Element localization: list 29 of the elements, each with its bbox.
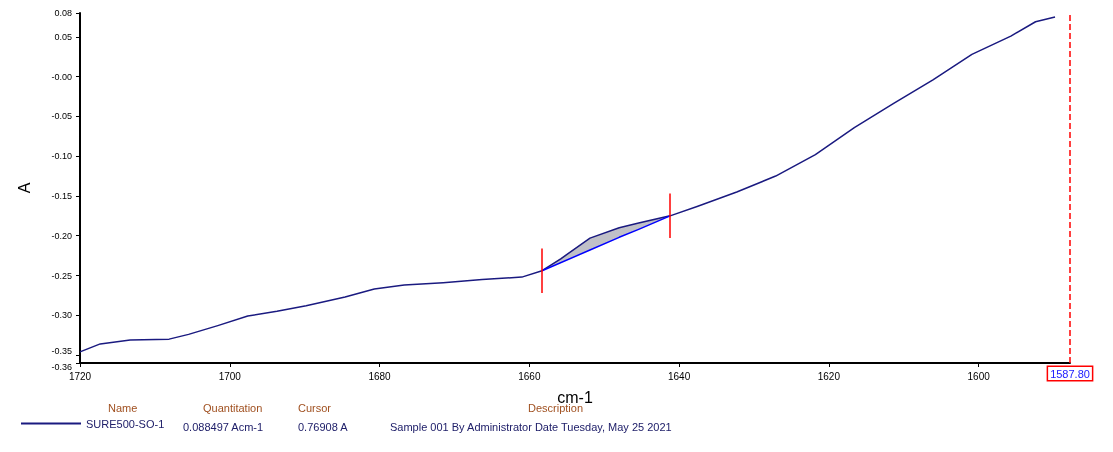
y-tick-label: -0.00 [51, 71, 72, 82]
text: 0.76908 A [298, 420, 349, 433]
text: Cursor [298, 401, 332, 414]
text: Quantitation [203, 401, 263, 414]
y-tick-label: -0.05 [51, 111, 72, 122]
y-tick-label: -0.20 [51, 230, 72, 241]
text: Name [108, 401, 138, 414]
x-tick-label: 1700 [218, 370, 242, 382]
y-tick-label: 0.08 [54, 8, 72, 18]
text: 0.088497 Acm-1 [183, 420, 264, 433]
text: Description [528, 401, 584, 414]
text: SURE500-SO-1 [86, 417, 165, 430]
x-tick-label: 1600 [967, 370, 991, 382]
x-tick-label: 1620 [817, 370, 841, 382]
y-tick-label: -0.35 [51, 346, 72, 357]
ref-line-label: 1587.80 [1050, 367, 1090, 380]
x-tick-label: 1660 [518, 370, 541, 382]
y-tick-label: 0.05 [54, 31, 72, 42]
y-tick-label: -0.25 [51, 270, 72, 281]
x-tick-label: 1680 [368, 370, 392, 382]
x-tick-label: 1720 [68, 370, 92, 382]
y-axis-title: A [15, 182, 33, 194]
line-series [79, 16, 1056, 353]
y-tick-label: -0.15 [51, 190, 72, 201]
text: Sample 001 By Administrator Date Tuesday, May 25 2021 [390, 420, 672, 433]
y-tick-label: -0.30 [51, 310, 72, 321]
y-tick-label: -0.36 [51, 362, 72, 372]
y-tick-label: -0.10 [51, 151, 72, 162]
x-tick-label: 1640 [667, 370, 691, 382]
